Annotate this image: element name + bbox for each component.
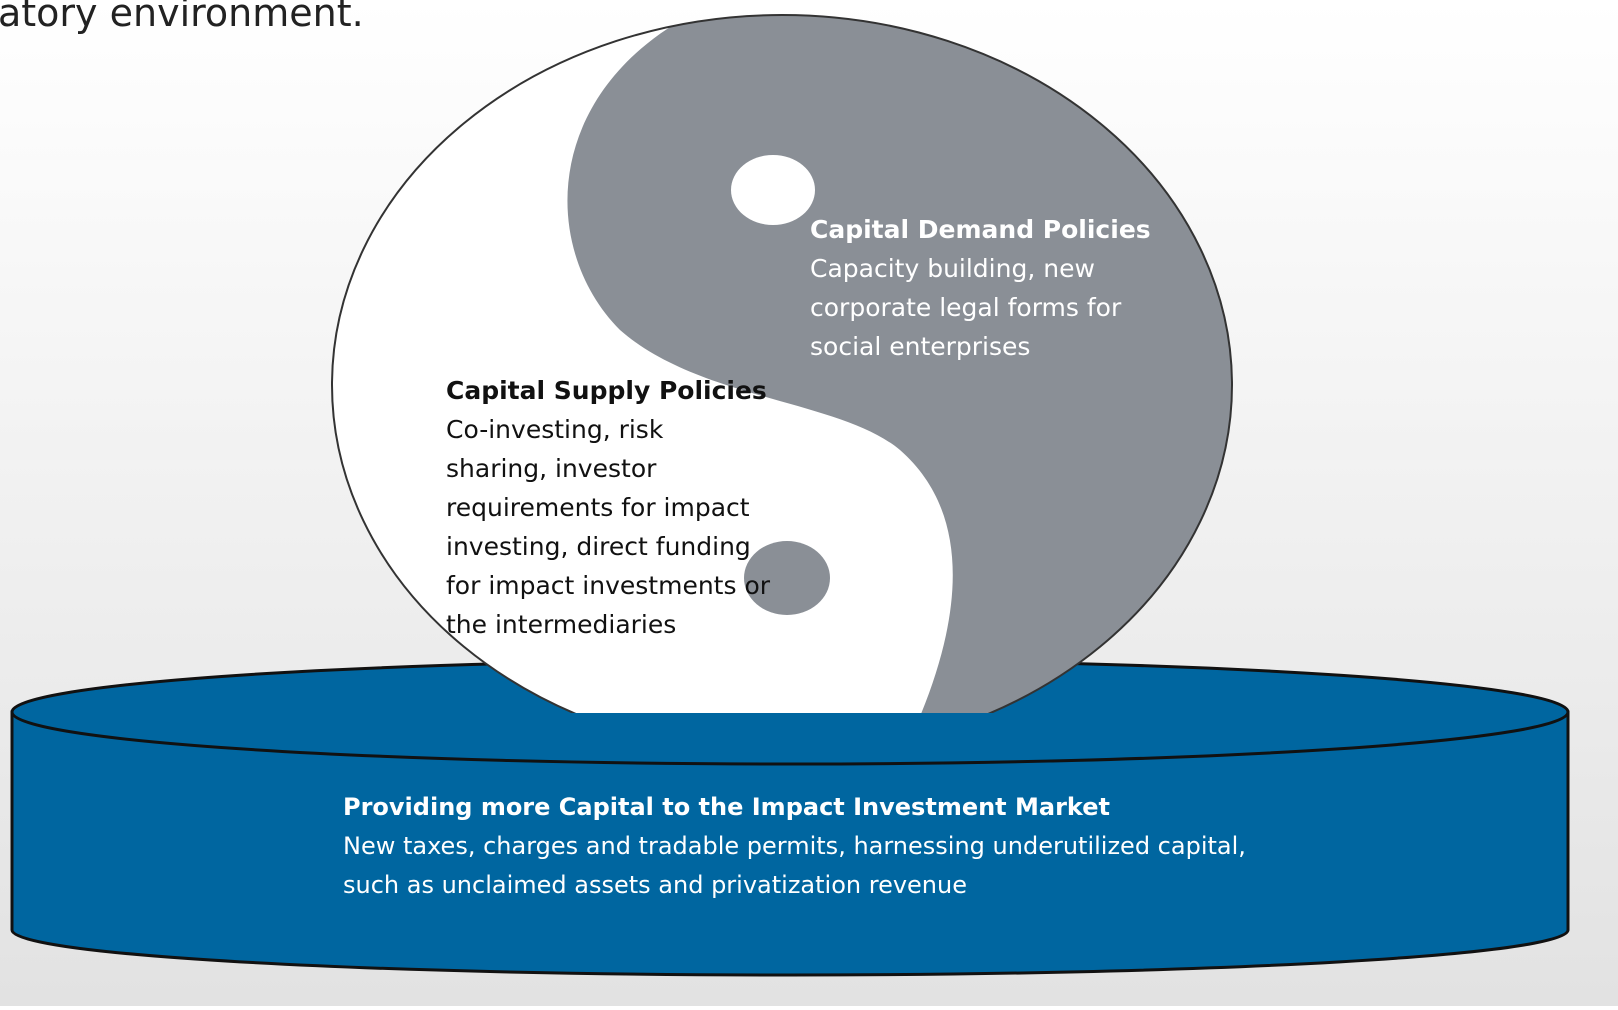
demand-title: Capital Demand Policies — [810, 215, 1151, 244]
supply-title: Capital Supply Policies — [446, 376, 767, 405]
header-text: atory environment. — [0, 0, 364, 35]
base-title: Providing more Capital to the Impact Inv… — [343, 793, 1110, 821]
base-line: such as unclaimed assets and privatizati… — [343, 871, 967, 899]
supply-line: Co-investing, risk — [446, 415, 664, 444]
supply-line: requirements for impact — [446, 493, 750, 522]
supply-line: for impact investments or — [446, 571, 771, 600]
base-line: New taxes, charges and tradable permits,… — [343, 832, 1246, 860]
platform-body — [10, 710, 1570, 977]
yin-yang — [331, 14, 1233, 713]
gray-dot — [744, 541, 830, 615]
supply-line: the intermediaries — [446, 610, 676, 639]
supply-line: investing, direct funding — [446, 532, 751, 561]
white-dot — [731, 155, 815, 225]
yin-yang-outline — [331, 14, 1233, 713]
demand-line: corporate legal forms for — [810, 293, 1122, 322]
demand-line: social enterprises — [810, 332, 1030, 361]
supply-line: sharing, investor — [446, 454, 657, 483]
demand-line: Capacity building, new — [810, 254, 1095, 283]
